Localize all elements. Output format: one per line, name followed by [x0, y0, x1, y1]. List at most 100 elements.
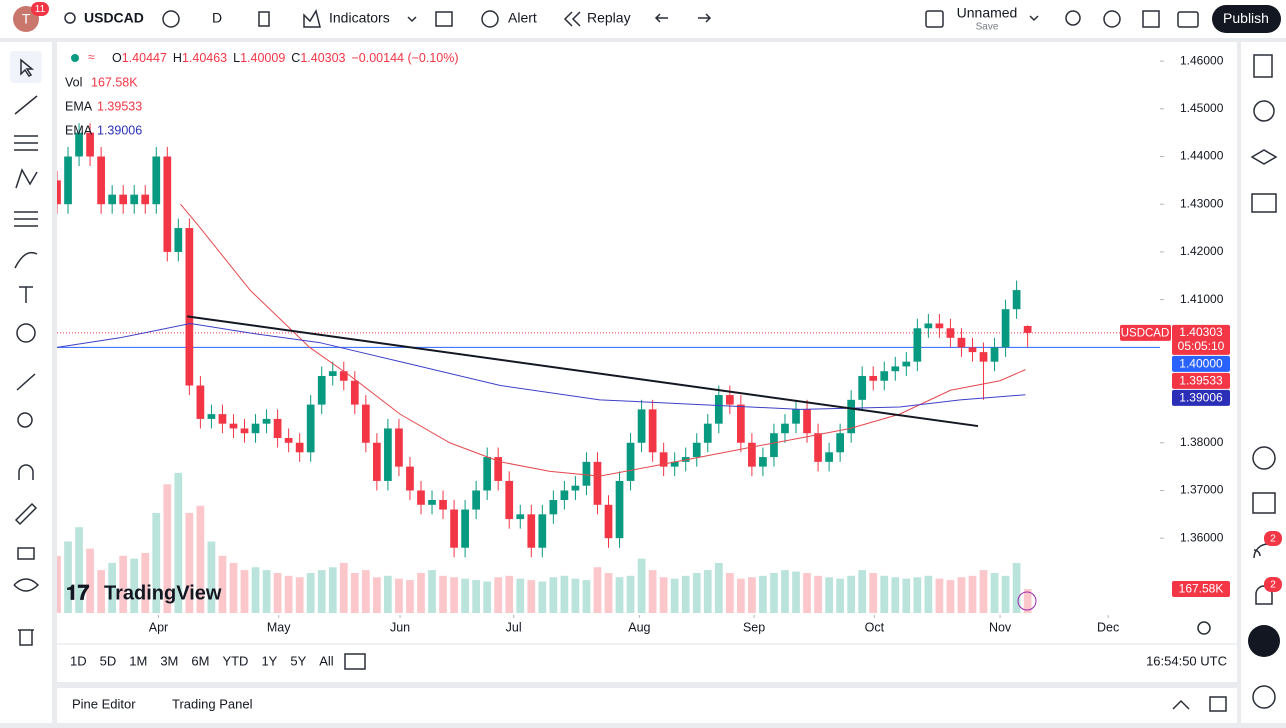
volume-bar	[119, 555, 128, 613]
candle-body	[935, 323, 944, 329]
candle-body	[560, 490, 569, 501]
volume-bar	[847, 575, 856, 613]
screenshot[interactable]	[1177, 11, 1199, 28]
price-badge-text: 1.39533	[1179, 374, 1223, 388]
candle-body	[538, 514, 547, 548]
price-badge	[1172, 389, 1230, 406]
axis-settings[interactable]	[1197, 621, 1211, 635]
tool-active[interactable]	[10, 51, 42, 83]
badge	[31, 2, 49, 16]
y-tick-label: 1.43000	[1180, 196, 1224, 210]
maximize[interactable]	[1209, 696, 1227, 712]
volume-bar	[935, 578, 944, 613]
volume-bar	[395, 578, 403, 613]
candle-body	[891, 366, 900, 372]
undo[interactable]	[654, 13, 668, 23]
ohlc-value: 1.40303	[300, 51, 345, 65]
volume-bar	[902, 578, 911, 613]
apps-button[interactable]	[1248, 625, 1280, 657]
range-button[interactable]: YTD	[222, 653, 248, 668]
range-button[interactable]: 5D	[100, 653, 117, 668]
layout-icon[interactable]	[925, 10, 944, 28]
candle-body	[395, 428, 403, 467]
range-button[interactable]: All	[319, 653, 334, 668]
layout-name[interactable]: Unnamed	[957, 5, 1018, 21]
volume-bar	[836, 578, 844, 613]
publish-button[interactable]	[1212, 5, 1281, 33]
volume-bar	[450, 577, 458, 613]
candle-body	[626, 442, 635, 481]
candle-body	[384, 428, 392, 481]
range-button[interactable]: 1D	[70, 653, 87, 668]
trendline	[187, 315, 979, 428]
volume-bar	[97, 570, 105, 613]
ema-value: 1.39006	[97, 123, 142, 137]
templates-icon[interactable]	[435, 11, 453, 27]
volume-bar	[770, 572, 778, 613]
candle-body	[494, 457, 503, 481]
volume-bar	[990, 572, 999, 613]
volume-bar	[648, 570, 657, 613]
candle-body	[703, 423, 712, 443]
fullscreen[interactable]	[1142, 10, 1160, 28]
candle-body	[736, 404, 745, 443]
candle-body	[924, 323, 933, 329]
y-tick-label: 1.38000	[1180, 435, 1224, 449]
range-button[interactable]: 3M	[160, 653, 178, 668]
candle-body	[163, 156, 172, 252]
volume-bar	[593, 567, 602, 613]
collapse[interactable]	[1172, 699, 1190, 710]
candle-body	[725, 395, 734, 405]
symbol-badge-text: USDCAD	[1121, 327, 1170, 339]
interval[interactable]: D	[212, 10, 222, 26]
legend-icon: ≈	[88, 50, 95, 64]
volume-bar	[703, 570, 712, 613]
volume-bar	[384, 575, 392, 613]
ohlc-key: C	[291, 51, 300, 65]
candle-body	[373, 442, 381, 481]
ohlc-key: O	[112, 51, 122, 65]
candle-body	[361, 404, 370, 443]
candle-body	[218, 414, 227, 424]
ohlc-key: H	[173, 51, 182, 65]
volume-bar	[428, 570, 436, 613]
candle-body	[748, 442, 756, 467]
candle-body	[582, 461, 591, 486]
settings[interactable]	[1103, 10, 1121, 28]
candle-body	[406, 466, 414, 491]
symbol-badge	[1120, 324, 1171, 341]
indicators[interactable]: Indicators	[329, 10, 390, 26]
volume-bar	[626, 575, 635, 613]
volume-bar	[350, 572, 359, 613]
symbol[interactable]: USDCAD	[84, 10, 144, 26]
volume-bar	[957, 577, 966, 613]
add-icon[interactable]	[162, 10, 180, 28]
x-tick-label: Apr	[149, 620, 168, 634]
range-button[interactable]: 1Y	[261, 653, 277, 668]
y-tick-label: 1.44000	[1180, 149, 1224, 163]
date-range-icon[interactable]	[344, 653, 366, 670]
badge-text: 2	[1270, 580, 1276, 591]
replay[interactable]: Replay	[587, 10, 631, 26]
events-icon[interactable]	[1017, 591, 1037, 611]
quick-search[interactable]	[1065, 10, 1081, 26]
range-button[interactable]: 6M	[191, 653, 209, 668]
volume-bar	[1023, 589, 1032, 613]
candle-body	[692, 442, 701, 458]
alert[interactable]: Alert	[508, 10, 537, 26]
volume-bar	[825, 577, 833, 613]
volume-bar	[979, 570, 988, 613]
x-tick-label: Aug	[628, 620, 650, 634]
indicators-icon	[303, 9, 321, 28]
tab[interactable]: Pine Editor	[72, 696, 136, 711]
range-button[interactable]: 1M	[129, 653, 147, 668]
candle-body	[1001, 309, 1010, 348]
volume-bar	[781, 570, 789, 613]
candle-body	[262, 418, 271, 424]
candle-body	[648, 409, 657, 453]
candle-body	[207, 414, 216, 419]
range-button[interactable]: 5Y	[290, 653, 306, 668]
candle-icon[interactable]	[258, 11, 270, 27]
tab[interactable]: Trading Panel	[172, 696, 253, 711]
redo[interactable]	[698, 13, 712, 23]
